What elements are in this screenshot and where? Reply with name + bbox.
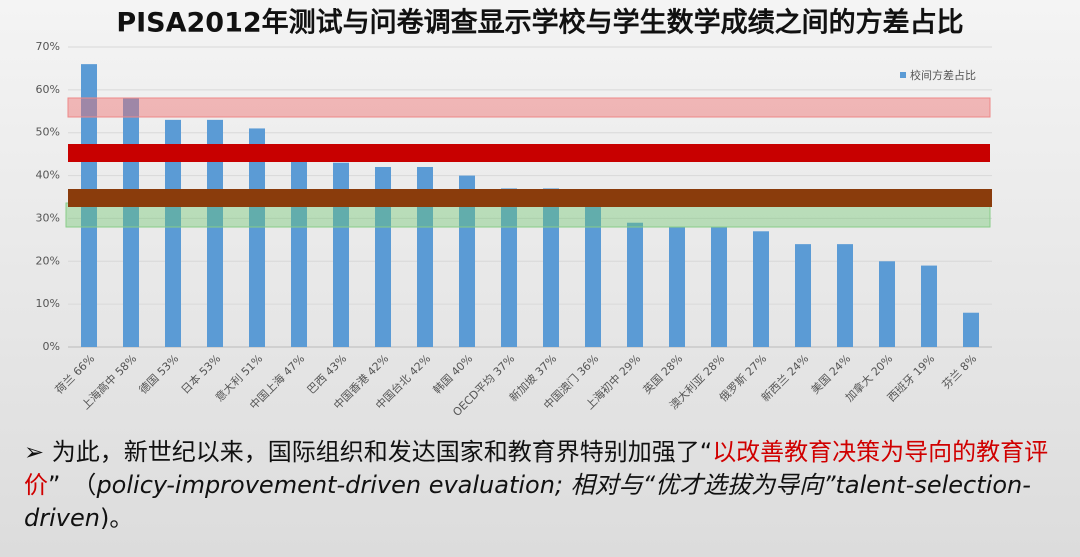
text: )。 xyxy=(99,504,134,532)
bar xyxy=(501,188,517,347)
y-tick-label: 20% xyxy=(36,254,60,267)
band xyxy=(68,189,992,207)
bar xyxy=(291,145,307,347)
bar xyxy=(165,119,181,347)
y-tick-label: 30% xyxy=(36,211,60,224)
bar xyxy=(921,265,937,347)
bar xyxy=(417,167,433,347)
legend-swatch xyxy=(900,72,906,78)
bar xyxy=(669,227,685,347)
x-tick-label: 英国 28% xyxy=(640,351,685,396)
chart-title: PISA2012年测试与问卷调查显示学校与学生数学成绩之间的方差占比 xyxy=(116,7,963,39)
bar xyxy=(627,222,643,347)
chart: PISA2012年测试与问卷调查显示学校与学生数学成绩之间的方差占比 0% 10%… xyxy=(36,7,992,419)
bar xyxy=(753,231,769,347)
bar xyxy=(837,244,853,347)
text: 为此，新世纪以来，国际组织和发达国家和教育界特别加强了“ xyxy=(51,438,713,466)
y-tick-label: 60% xyxy=(36,83,60,96)
highlight-text: 以改善教育决策为导向的教育评价 xyxy=(24,438,1049,499)
bar xyxy=(375,167,391,347)
legend-label: 校间方差占比 xyxy=(910,68,976,82)
y-tick-label: 40% xyxy=(36,169,60,182)
x-tick-label: 韩国 40% xyxy=(430,351,475,396)
bar xyxy=(585,192,601,347)
x-tick-label: 巴西 43% xyxy=(305,352,350,397)
bar xyxy=(711,227,727,347)
text: ” （ xyxy=(48,471,97,499)
y-tick-label: 0% xyxy=(43,340,60,353)
x-tick-label: 日本 53% xyxy=(178,351,223,396)
bullet: ➢ xyxy=(24,438,45,466)
bar xyxy=(963,312,979,347)
x-tick-label: 德国 53% xyxy=(136,351,181,396)
english-text: policy-improvement-driven evaluation; 相对… xyxy=(24,471,1031,532)
x-tick-label: 芬兰 8% xyxy=(940,352,980,392)
x-tick-label: 美国 24% xyxy=(809,352,854,397)
bar xyxy=(207,119,223,347)
bar xyxy=(333,162,349,347)
bar xyxy=(795,244,811,347)
bar xyxy=(459,175,475,347)
bar xyxy=(543,188,559,347)
band xyxy=(67,97,991,118)
y-tick-label: 10% xyxy=(36,297,60,310)
y-tick-label: 50% xyxy=(36,126,60,139)
highlight-bands xyxy=(65,97,992,228)
bar xyxy=(249,128,265,347)
x-tick-label: 荷兰 66% xyxy=(53,352,98,397)
bullet-text: ➢ 为此，新世纪以来，国际组织和发达国家和教育界特别加强了“以改善教育决策为导向… xyxy=(24,436,1060,535)
y-tick-label: 70% xyxy=(36,40,60,53)
bar xyxy=(879,261,895,347)
band xyxy=(68,144,990,162)
